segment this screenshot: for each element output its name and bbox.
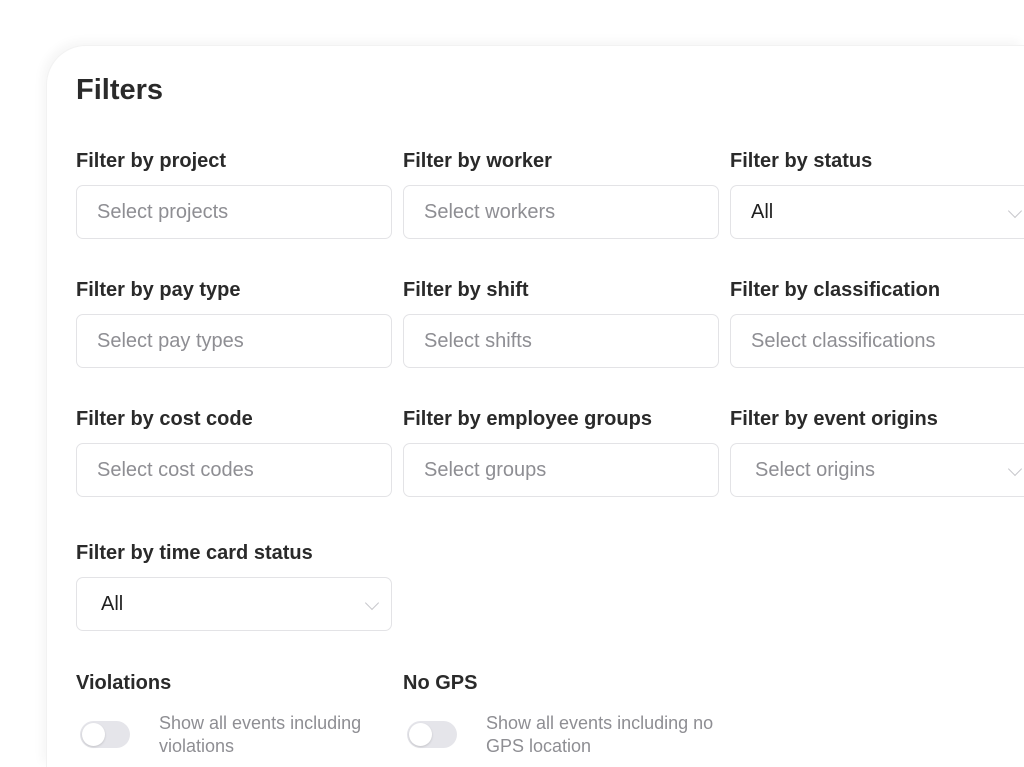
violations-toggle[interactable] (80, 721, 130, 748)
toggle-knob (82, 723, 105, 746)
cost-code-select[interactable]: Select cost codes (76, 443, 392, 497)
placeholder: Select groups (424, 458, 547, 481)
classification-label: Filter by classification (730, 279, 941, 301)
employee-groups-label: Filter by employee groups (403, 408, 652, 430)
status-label: Filter by status (730, 150, 873, 172)
filters-panel (46, 45, 1024, 767)
chevron-down-icon (1007, 203, 1023, 219)
classification-select[interactable]: Select classifications (730, 314, 1024, 368)
page-title: Filters (76, 74, 164, 106)
time-card-status-select[interactable]: All (76, 577, 392, 631)
no-gps-label: No GPS (403, 672, 478, 694)
selected-value: All (751, 200, 774, 223)
time-card-status-label: Filter by time card status (76, 542, 313, 564)
project-select[interactable]: Select projects (76, 185, 392, 239)
worker-label: Filter by worker (403, 150, 552, 172)
placeholder: Select shifts (424, 329, 532, 352)
worker-select[interactable]: Select workers (403, 185, 719, 239)
event-origins-label: Filter by event origins (730, 408, 938, 430)
pay-type-label: Filter by pay type (76, 279, 241, 301)
selected-value: All (101, 592, 124, 615)
chevron-down-icon (1007, 461, 1023, 477)
placeholder: Select projects (97, 200, 229, 223)
placeholder: Select classifications (751, 329, 936, 352)
violations-label: Violations (76, 672, 172, 694)
project-label: Filter by project (76, 150, 227, 172)
placeholder: Select cost codes (97, 458, 254, 481)
placeholder: Select pay types (97, 329, 244, 352)
employee-groups-select[interactable]: Select groups (403, 443, 719, 497)
violations-description: Show all events including violations (159, 713, 362, 756)
event-origins-select[interactable]: Select origins (730, 443, 1024, 497)
placeholder: Select workers (424, 200, 556, 223)
chevron-down-icon (364, 595, 380, 611)
placeholder: Select origins (755, 458, 876, 481)
no-gps-description: Show all events including no GPS locatio… (486, 713, 714, 756)
cost-code-label: Filter by cost code (76, 408, 253, 430)
status-select[interactable]: All (730, 185, 1024, 239)
pay-type-select[interactable]: Select pay types (76, 314, 392, 368)
no-gps-toggle[interactable] (407, 721, 457, 748)
shift-label: Filter by shift (403, 279, 529, 301)
toggle-knob (409, 723, 432, 746)
shift-select[interactable]: Select shifts (403, 314, 719, 368)
